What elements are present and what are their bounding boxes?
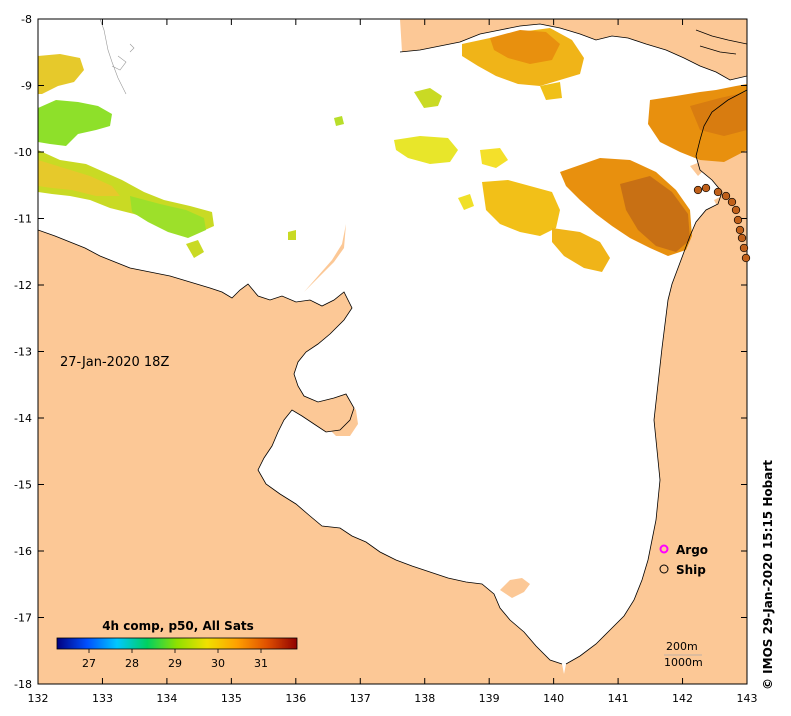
x-tick-label: 139 [479, 692, 500, 705]
ship-observation-marker [731, 205, 741, 215]
y-tick-label: -17 [14, 612, 32, 625]
land-northern-territory [38, 230, 566, 684]
ship-observation-marker [693, 185, 703, 195]
depth-contour-legend: 200m 1000m [664, 640, 703, 669]
x-tick-label: 133 [92, 692, 113, 705]
contour-200m-label: 200m [666, 640, 698, 653]
land-groote-eylandt [320, 400, 358, 436]
x-tick-label: 138 [414, 692, 435, 705]
y-tick-label: -12 [14, 279, 32, 292]
x-tick-label: 132 [28, 692, 49, 705]
colorbar-ticks: 27 28 29 30 31 [82, 649, 268, 670]
y-tick-label: -11 [14, 213, 32, 226]
argo-marker-icon [659, 544, 669, 554]
credit-panel: © IMOS 29-Jan-2020 15:15 Hobart [761, 460, 775, 690]
ship-marker-icon [659, 564, 669, 574]
x-tick-label: 141 [608, 692, 629, 705]
land-new-guinea [400, 19, 747, 80]
imos-credit: © IMOS 29-Jan-2020 15:15 Hobart [761, 460, 775, 690]
x-tick-label: 142 [672, 692, 693, 705]
x-axis: 132 133 134 135 136 137 138 139 140 141 142 143 [28, 19, 758, 705]
land-torres-islands [690, 162, 726, 208]
ship-observation-marker [735, 225, 745, 235]
y-tick-label: -15 [14, 479, 32, 492]
coastline-cape-york [565, 89, 747, 665]
y-tick-label: -8 [21, 13, 32, 26]
land-cape-york [562, 90, 747, 684]
y-tick-label: -16 [14, 545, 32, 558]
bathymetry-contour [99, 19, 135, 95]
x-tick-label: 140 [543, 692, 564, 705]
colorbar-tick-label: 28 [125, 657, 139, 670]
colorbar-title: 4h comp, p50, All Sats [102, 619, 254, 633]
colorbar-tick-label: 27 [82, 657, 96, 670]
x-tick-label: 143 [737, 692, 758, 705]
y-axis: -8 -9 -10 -11 -12 -13 -14 -15 -16 -17 -18 [14, 13, 747, 691]
y-tick-label: -13 [14, 346, 32, 359]
ship-observation-marker [733, 215, 743, 225]
contour-1000m-label: 1000m [664, 656, 703, 669]
y-tick-label: -9 [21, 80, 32, 93]
ship-observation-marker [713, 187, 723, 197]
ship-observation-marker [741, 253, 751, 263]
x-tick-label: 136 [285, 692, 306, 705]
ship-observation-marker [701, 183, 711, 193]
coastline-nt [38, 229, 563, 665]
legend-argo-label: Argo [676, 543, 708, 557]
colorbar [56, 637, 298, 650]
x-tick-label: 135 [221, 692, 242, 705]
y-tick-label: -10 [14, 146, 32, 159]
timestamp-label: 27-Jan-2020 18Z [60, 355, 169, 370]
colorbar-tick-label: 29 [168, 657, 182, 670]
y-tick-label: -14 [14, 412, 32, 425]
colorbar-tick-label: 31 [254, 657, 268, 670]
ship-observation-marker [739, 243, 749, 253]
ship-observations [693, 183, 751, 263]
land-mornington-island [500, 578, 530, 598]
x-tick-label: 137 [350, 692, 371, 705]
sst-data-layer [38, 28, 747, 272]
ship-observation-marker [721, 191, 731, 201]
ship-observation-marker [737, 233, 747, 243]
legend: Argo Ship [659, 543, 708, 577]
river-fly [695, 29, 747, 55]
x-tick-label: 134 [156, 692, 177, 705]
coastline-new-guinea [399, 23, 747, 81]
colorbar-tick-label: 30 [211, 657, 225, 670]
y-tick-label: -18 [14, 678, 32, 691]
ship-observation-marker [727, 197, 737, 207]
legend-ship-label: Ship [676, 563, 706, 577]
